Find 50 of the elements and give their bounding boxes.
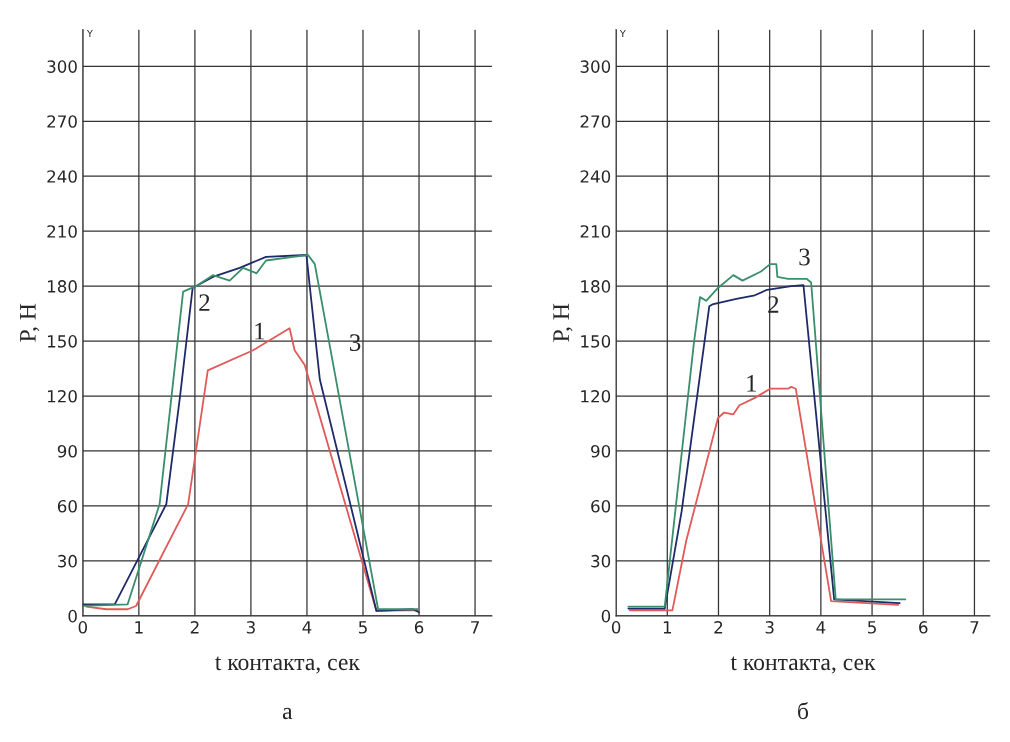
y-tick-label: 180 <box>47 280 77 293</box>
annotation: Y <box>619 29 626 38</box>
x-tick-label: 6 <box>919 621 928 634</box>
y-axis-title: P, H <box>20 303 40 342</box>
x-tick-label: 5 <box>868 621 876 634</box>
y-tick-label: 270 <box>47 115 77 128</box>
x-tick-label: 1 <box>135 621 143 634</box>
y-tick-label: 240 <box>47 170 77 183</box>
text: б <box>798 702 809 720</box>
x-tick-label: 3 <box>765 621 774 634</box>
y-tick-label: 0 <box>68 609 77 623</box>
annotation: 1 <box>255 322 265 340</box>
y-tick-label: 150 <box>581 335 611 348</box>
x-tick-label: 4 <box>816 621 826 634</box>
y-tick-label: 0 <box>601 609 611 623</box>
annotation: 2 <box>199 294 210 311</box>
x-tick-label: 2 <box>714 621 723 634</box>
x-tick-label: 0 <box>78 621 88 634</box>
y-tick-label: 150 <box>47 335 77 348</box>
annotation: 1 <box>747 375 757 392</box>
annotation: Y <box>86 29 93 38</box>
y-tick-label: 90 <box>57 444 77 458</box>
x-tick-label: 7 <box>970 621 979 634</box>
y-tick-label: 300 <box>47 60 77 73</box>
y-tick-label: 210 <box>580 225 611 238</box>
x-tick-label: 7 <box>471 621 479 634</box>
y-tick-label: 60 <box>591 499 611 513</box>
y-tick-label: 90 <box>591 444 611 458</box>
x-axis-title: t контакта, сек <box>730 656 876 674</box>
x-tick-label: 3 <box>246 621 255 634</box>
y-tick-label: 300 <box>580 60 611 73</box>
x-tick-label: 0 <box>611 621 621 634</box>
y-tick-label: 30 <box>58 554 77 568</box>
y-tick-label: 120 <box>47 390 77 403</box>
y-tick-label: 210 <box>47 225 77 238</box>
y-axis-title: P, H <box>553 303 573 342</box>
y-tick-label: 270 <box>580 115 611 128</box>
y-tick-label: 60 <box>57 499 77 513</box>
y-tick-label: 240 <box>580 170 611 183</box>
y-tick-label: 180 <box>581 280 611 293</box>
text: а <box>282 707 293 720</box>
y-tick-label: 30 <box>591 554 611 568</box>
x-tick-label: 5 <box>358 621 367 634</box>
x-tick-label: 6 <box>414 621 424 634</box>
x-tick-label: 2 <box>190 621 199 634</box>
x-axis-title: t контакта, сек <box>215 656 360 674</box>
x-tick-label: 1 <box>663 621 672 634</box>
annotation: 3 <box>799 248 810 266</box>
y-tick-label: 120 <box>581 390 611 403</box>
x-tick-label: 4 <box>302 621 312 634</box>
